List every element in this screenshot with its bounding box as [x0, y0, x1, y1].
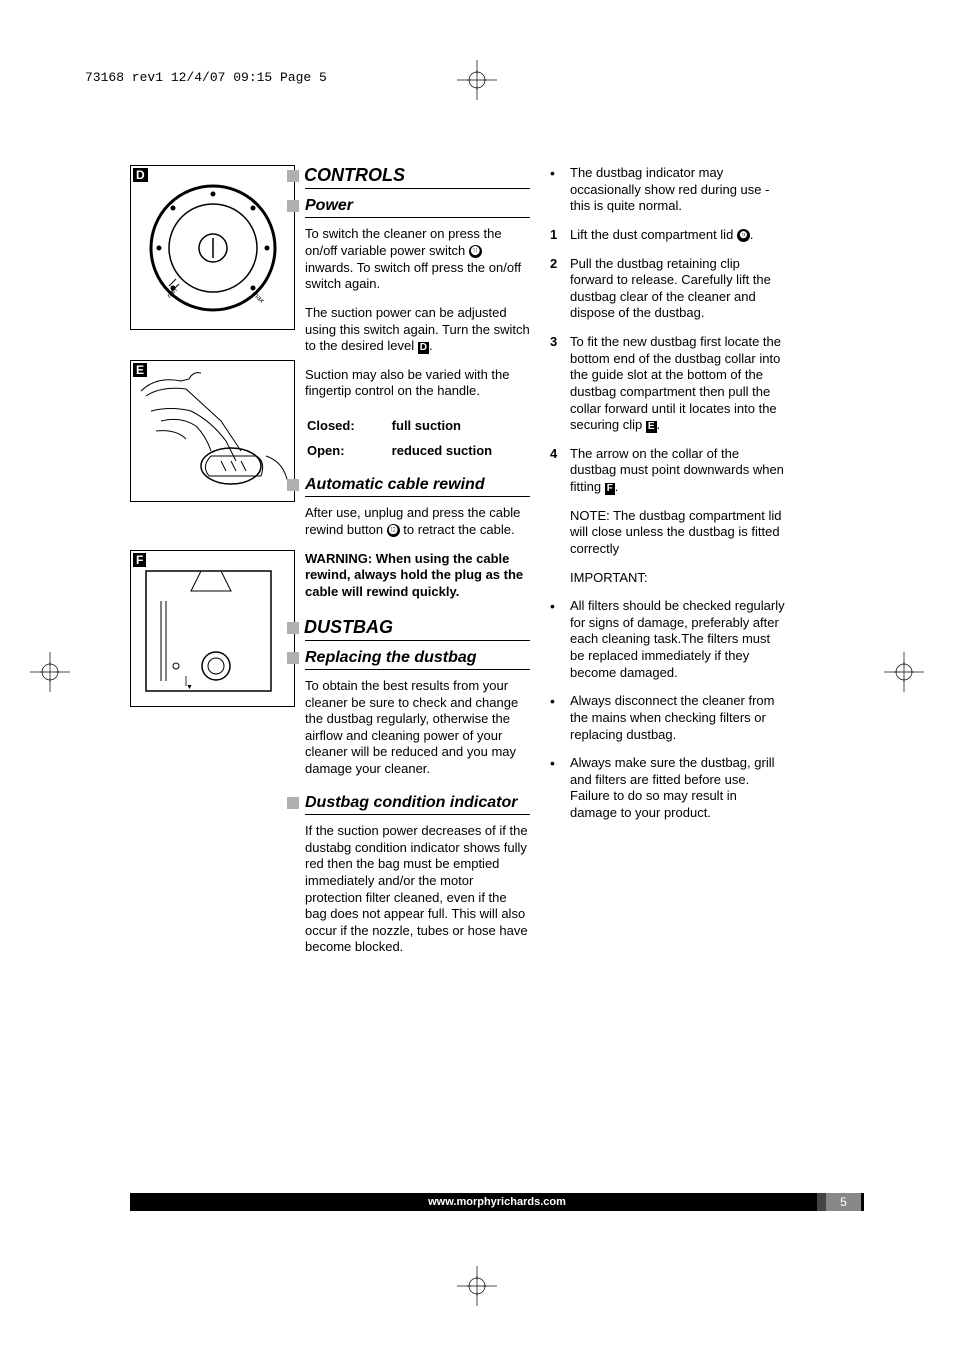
crop-mark-left [30, 652, 70, 697]
rewind-warning: WARNING: When using the cable rewind, al… [305, 551, 530, 601]
footer-bar: www.morphyrichards.com [130, 1193, 864, 1211]
step-1: 1 Lift the dust compartment lid ❾. [550, 227, 785, 244]
step-2: 2 Pull the dustbag retaining clip forwar… [550, 256, 785, 323]
step-3: 3 To fit the new dustbag first locate th… [550, 334, 785, 434]
crop-mark-top [457, 60, 497, 105]
controls-heading: CONTROLS [305, 165, 530, 189]
replacing-p1: To obtain the best results from your cle… [305, 678, 530, 778]
right-column: The dustbag indicator may occasionally s… [550, 165, 785, 834]
figures-column: D min max [130, 165, 295, 737]
important-label: IMPORTANT: [550, 570, 785, 587]
power-p2: The suction power can be adjusted using … [305, 305, 530, 355]
rewind-heading: Automatic cable rewind [305, 476, 530, 497]
rewind-p1: After use, unplug and press the cable re… [305, 505, 530, 538]
figure-e: E [130, 360, 295, 502]
bullet-indicator-red: The dustbag indicator may occasionally s… [550, 165, 785, 215]
power-p3: Suction may also be varied with the fing… [305, 367, 530, 400]
bullet-disconnect: Always disconnect the cleaner from the m… [550, 693, 785, 743]
bullet-fitted: Always make sure the dustbag, grill and … [550, 755, 785, 822]
figure-f-label: F [133, 553, 146, 567]
indicator-heading: Dustbag condition indicator [305, 794, 530, 815]
bullet-filters: All filters should be checked regularly … [550, 598, 785, 681]
crop-mark-right [884, 652, 924, 697]
power-heading: Power [305, 197, 530, 218]
figure-d-label: D [133, 168, 148, 182]
figure-d: D min max [130, 165, 295, 330]
footer-url: www.morphyrichards.com [428, 1196, 566, 1208]
crop-mark-bottom [457, 1266, 497, 1311]
page-number: 5 [826, 1193, 861, 1211]
dustbag-heading: DUSTBAG [305, 617, 530, 641]
svg-text:max: max [251, 290, 266, 305]
indicator-p1: If the suction power decreases of if the… [305, 823, 530, 956]
svg-text:▼: ▼ [186, 684, 193, 691]
figure-f: F ▼ [130, 550, 295, 707]
power-p1: To switch the cleaner on press the on/of… [305, 226, 530, 293]
note: NOTE: The dustbag compartment lid will c… [550, 508, 785, 558]
suction-table: Closed: full suction Open: reduced sucti… [305, 412, 494, 464]
middle-column: CONTROLS Power To switch the cleaner on … [305, 165, 530, 968]
replacing-heading: Replacing the dustbag [305, 649, 530, 670]
figure-e-label: E [133, 363, 147, 377]
header-slug: 73168 rev1 12/4/07 09:15 Page 5 [85, 70, 327, 85]
step-4: 4 The arrow on the collar of the dustbag… [550, 446, 785, 496]
